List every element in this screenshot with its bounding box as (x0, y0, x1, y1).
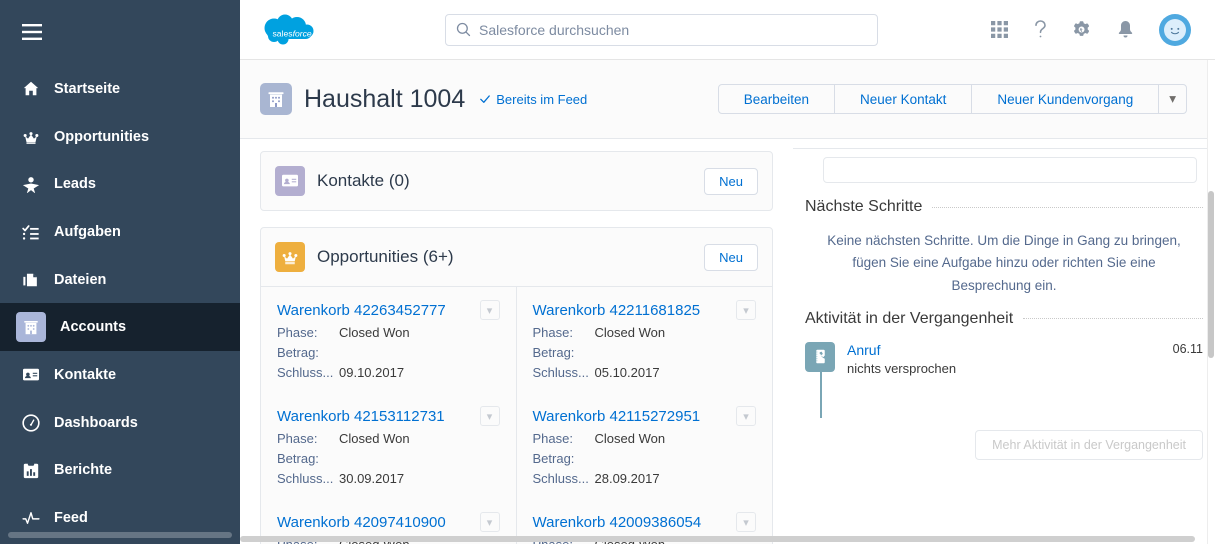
svg-text:salesforce: salesforce (273, 28, 312, 38)
